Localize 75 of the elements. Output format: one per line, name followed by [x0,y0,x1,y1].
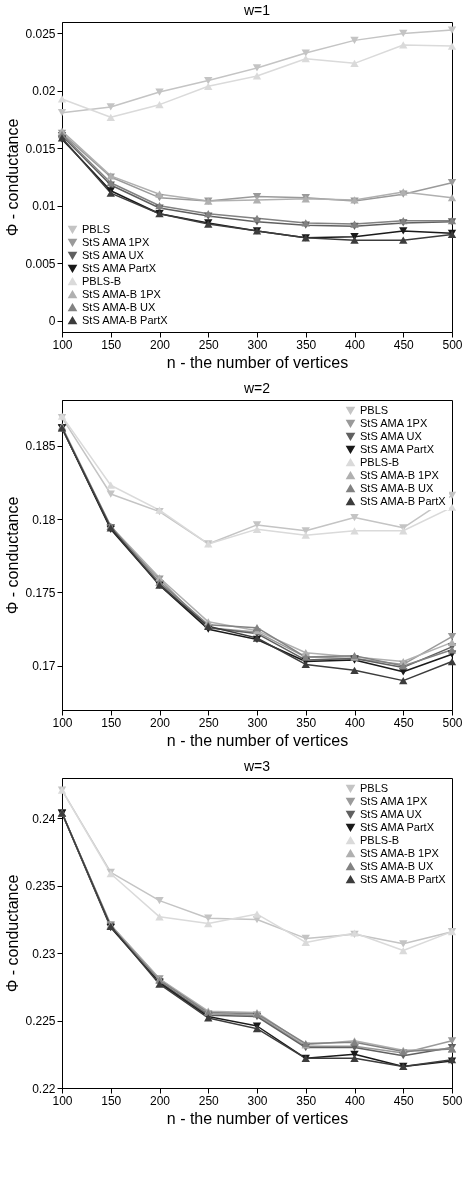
x-tick-label: 150 [101,1093,122,1108]
legend-label: StS AMA-B UX [360,481,435,494]
legend-label: StS AMA-B UX [82,300,157,313]
y-axis-title: Φ - conductance [4,118,22,237]
x-axis-title: n - the number of vertices [166,353,349,371]
y-tick-label: 0 [48,314,56,329]
legend-label: StS AMA-B 1PX [360,846,440,859]
legend-label: StS AMA PartX [82,261,157,274]
x-tick-label: 150 [101,337,122,352]
legend-label: StS AMA-B PartX [360,494,447,507]
x-tick-label: 200 [149,337,171,352]
x-tick-label: 300 [247,1093,268,1108]
y-tick-label: 0.18 [32,512,56,527]
x-tick-label: 100 [52,715,73,730]
y-axis-title: Φ - conductance [4,874,22,993]
x-tick-label: 450 [393,715,415,730]
chart-title: w=2 [242,380,271,396]
y-tick-label: 0.23 [32,946,56,961]
y-tick-label: 0.01 [32,199,56,214]
y-tick-label: 0.02 [32,84,56,99]
legend-label: PBLS-B [360,833,400,846]
x-tick-label: 300 [247,715,268,730]
legend-label: StS AMA 1PX [360,794,428,807]
y-tick-label: 0.24 [32,811,56,826]
legend-label: StS AMA-B PartX [82,313,169,326]
x-tick-label: 250 [198,337,220,352]
y-axis-title: Φ - conductance [4,496,22,615]
x-tick-label: 400 [344,337,366,352]
x-tick-label: 150 [101,715,122,730]
y-tick-label: 0.225 [25,1014,56,1029]
legend-label: StS AMA 1PX [360,416,428,429]
x-tick-label: 400 [344,1093,366,1108]
legend-label: StS AMA UX [82,248,145,261]
x-tick-label: 500 [442,337,463,352]
x-tick-label: 450 [393,1093,415,1108]
x-tick-label: 250 [198,1093,220,1108]
legend-label: PBLS [360,403,389,416]
legend-label: StS AMA PartX [360,442,435,455]
legend-label: PBLS-B [360,455,400,468]
legend-label: StS AMA-B 1PX [360,468,440,481]
y-tick-label: 0.015 [25,141,56,156]
y-tick-label: 0.005 [25,256,56,271]
legend-label: StS AMA-B UX [360,859,435,872]
y-tick-label: 0.22 [32,1081,56,1096]
y-tick-label: 0.17 [32,659,56,674]
x-tick-label: 350 [296,715,317,730]
x-tick-label: 350 [296,1093,317,1108]
legend-label: PBLS-B [82,274,122,287]
legend-label: PBLS [360,781,389,794]
x-axis-title: n - the number of vertices [166,731,349,749]
x-tick-label: 450 [393,337,415,352]
y-tick-label: 0.185 [25,439,56,454]
x-tick-label: 200 [149,715,171,730]
chart-title: w=1 [242,2,271,18]
x-tick-label: 500 [442,1093,463,1108]
legend-label: StS AMA-B PartX [360,872,447,885]
legend-label: StS AMA UX [360,807,423,820]
x-tick-label: 100 [52,1093,73,1108]
legend-label: PBLS [82,222,111,235]
legend-label: StS AMA UX [360,429,423,442]
x-tick-label: 300 [247,337,268,352]
chart-title: w=3 [242,758,271,774]
legend-label: StS AMA-B 1PX [82,287,162,300]
x-tick-label: 200 [149,1093,171,1108]
x-axis-title: n - the number of vertices [166,1109,349,1127]
x-tick-label: 100 [52,337,73,352]
y-tick-label: 0.025 [25,26,56,41]
y-tick-label: 0.175 [25,585,56,600]
legend-label: StS AMA 1PX [82,235,150,248]
legend-label: StS AMA PartX [360,820,435,833]
x-tick-label: 350 [296,337,317,352]
x-tick-label: 500 [442,715,463,730]
y-tick-label: 0.235 [25,879,56,894]
x-tick-label: 400 [344,715,366,730]
x-tick-label: 250 [198,715,220,730]
